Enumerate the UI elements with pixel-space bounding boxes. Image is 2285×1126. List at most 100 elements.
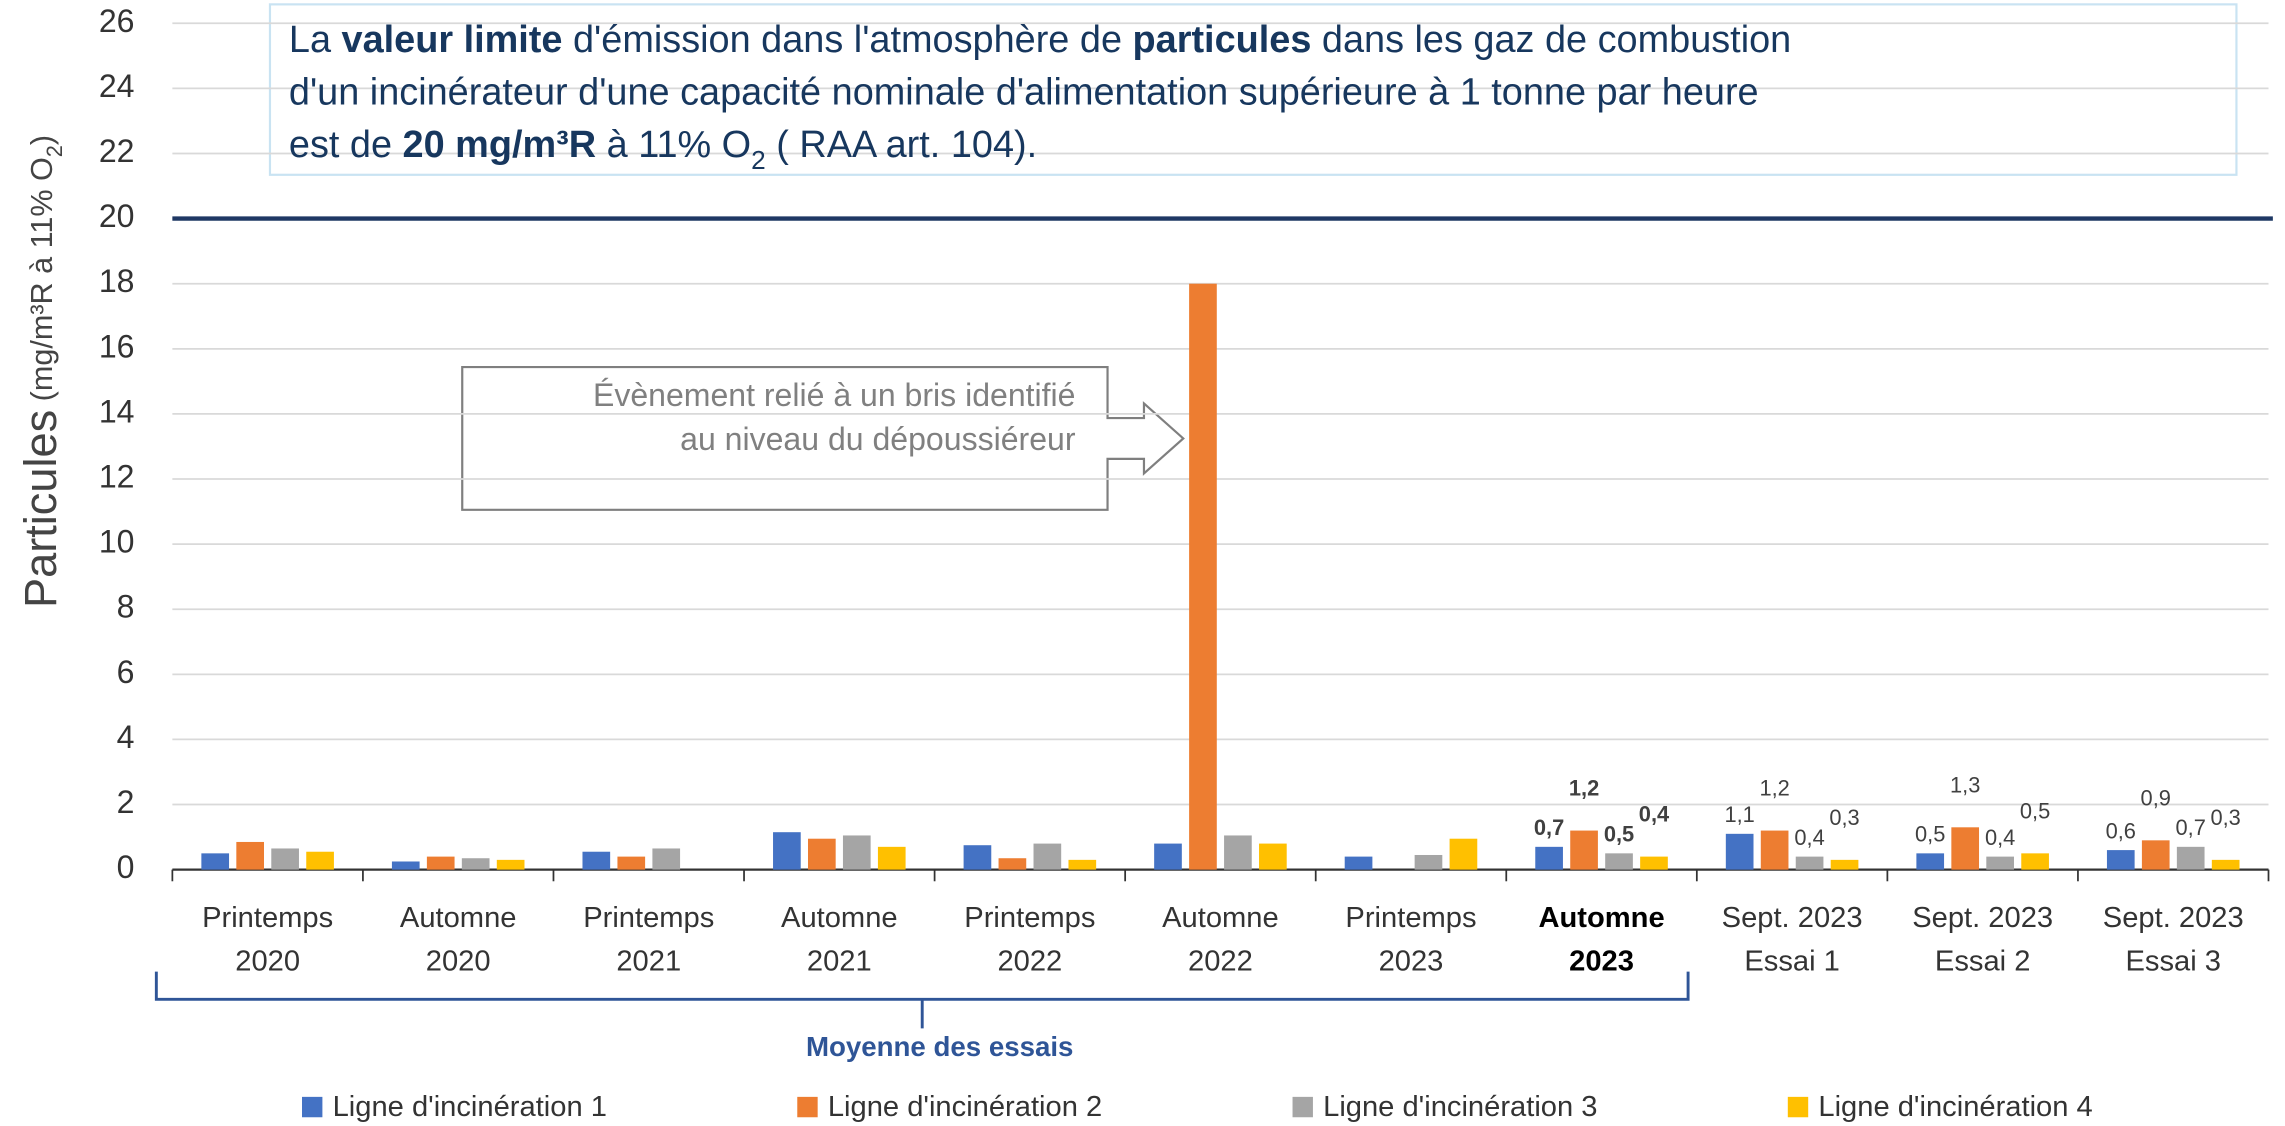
x-tick-label: Printemps <box>964 902 1095 934</box>
text-run: dans les gaz de combustion <box>1311 19 1791 61</box>
bar <box>1760 830 1789 870</box>
y-tick-label: 10 <box>99 524 135 560</box>
bar <box>807 838 836 870</box>
x-tick-label: Sept. 2023 <box>1722 902 1863 934</box>
limit-note-line: La valeur limite d'émission dans l'atmos… <box>289 19 1791 61</box>
legend-swatch <box>797 1096 818 1118</box>
bar <box>1033 843 1062 870</box>
callout-text: Évènement relié à un bris identifié <box>593 377 1076 413</box>
bar <box>2106 850 2135 870</box>
y-tick-label: 22 <box>99 133 135 169</box>
x-tick-label: Essai 3 <box>2125 946 2221 978</box>
y-tick-label: 24 <box>99 68 135 104</box>
y-tick-label: 8 <box>117 589 135 625</box>
y-axis-label: Particules (mg/m³R à 11% O2) <box>15 135 67 608</box>
bar <box>1154 843 1182 870</box>
bar <box>1725 833 1754 870</box>
y-tick-label: 16 <box>99 328 135 364</box>
limit-note-line: d'un incinérateur d'une capacité nominal… <box>289 72 1759 114</box>
value-label: 0,3 <box>2210 805 2240 830</box>
legend-label: Ligne d'incinération 3 <box>1323 1091 1597 1123</box>
x-tick-label: Automne <box>400 902 517 934</box>
bar <box>1414 854 1443 870</box>
text-run: particules <box>1133 19 1312 61</box>
x-tick-label: 2022 <box>997 946 1062 978</box>
bar <box>306 851 334 870</box>
bar <box>877 846 906 870</box>
bar <box>1916 853 1945 870</box>
y-tick-label: 18 <box>99 263 135 299</box>
x-tick-label: 2023 <box>1379 946 1444 978</box>
bar <box>652 848 681 870</box>
bar <box>271 848 299 870</box>
value-label: 0,7 <box>2176 815 2206 840</box>
bar <box>773 832 801 870</box>
bar <box>426 856 455 870</box>
x-tick-label: Printemps <box>1345 902 1476 934</box>
value-label: 1,2 <box>1759 776 1789 801</box>
text-run: ) <box>25 135 59 145</box>
callout-shape <box>461 365 1185 511</box>
bar <box>2211 859 2240 870</box>
bar <box>461 858 490 870</box>
text-run: 2 <box>751 145 766 175</box>
bar <box>582 851 611 870</box>
bar <box>1224 835 1252 870</box>
x-tick-label: 2023 <box>1569 946 1634 978</box>
bar <box>2141 840 2170 870</box>
text-run: est de <box>289 124 403 166</box>
y-tick-label: 2 <box>117 784 135 820</box>
value-label: 1,2 <box>1569 776 1599 801</box>
bar <box>1344 856 1373 870</box>
x-tick-label: 2022 <box>1188 946 1253 978</box>
y-tick-label: 0 <box>117 849 135 885</box>
text-run: La <box>289 19 342 61</box>
bar <box>1570 830 1598 870</box>
x-tick-label: Automne <box>1162 902 1279 934</box>
x-tick-label: Sept. 2023 <box>1912 902 2053 934</box>
y-tick-label: 12 <box>99 458 135 494</box>
text-run: ( RAA art. 104). <box>766 124 1037 166</box>
bar <box>201 853 230 870</box>
group-brace <box>154 971 1690 1029</box>
bar <box>1795 856 1824 870</box>
x-tick-label: 2020 <box>426 946 491 978</box>
limit-note-line: est de 20 mg/m³R à 11% O2 ( RAA art. 104… <box>289 124 1037 175</box>
bar <box>998 858 1027 870</box>
legend-label: Ligne d'incinération 4 <box>1818 1091 2092 1123</box>
bar <box>1068 859 1097 870</box>
value-label: 0,5 <box>1604 822 1634 847</box>
y-tick-label: 20 <box>99 198 135 234</box>
text-run: d'un incinérateur d'une capacité nominal… <box>289 72 1759 114</box>
y-tick-label: 14 <box>99 393 135 429</box>
callout-text: au niveau du dépoussiéreur <box>680 421 1076 457</box>
note-box <box>268 3 2238 176</box>
value-label: 0,6 <box>2106 818 2136 843</box>
x-tick-label: Essai 2 <box>1935 946 2031 978</box>
value-label: 0,5 <box>2020 798 2050 823</box>
value-label: 0,4 <box>1794 825 1824 850</box>
y-tick-label: 6 <box>117 654 135 690</box>
bar <box>1449 838 1478 870</box>
legend-label: Ligne d'incinération 2 <box>828 1091 1102 1123</box>
x-tick-label: Automne <box>1538 902 1664 934</box>
x-tick-label: 2021 <box>807 946 872 978</box>
x-tick-label: Printemps <box>583 902 714 934</box>
bar <box>1535 846 1563 870</box>
x-tick-label: Sept. 2023 <box>2103 902 2244 934</box>
bar <box>842 835 871 870</box>
bar <box>2021 853 2049 870</box>
x-tick-label: 2021 <box>616 946 681 978</box>
value-label: 0,5 <box>1915 822 1945 847</box>
bar <box>496 859 525 870</box>
text-run: 2 <box>42 145 67 157</box>
text-run: valeur limite <box>342 19 563 61</box>
value-label: 0,9 <box>2141 785 2171 810</box>
text-run: d'émission dans l'atmosphère de <box>562 19 1132 61</box>
value-label: 1,3 <box>1950 772 1980 797</box>
bar <box>2176 846 2205 870</box>
bar <box>236 841 265 870</box>
bar <box>1189 283 1217 870</box>
